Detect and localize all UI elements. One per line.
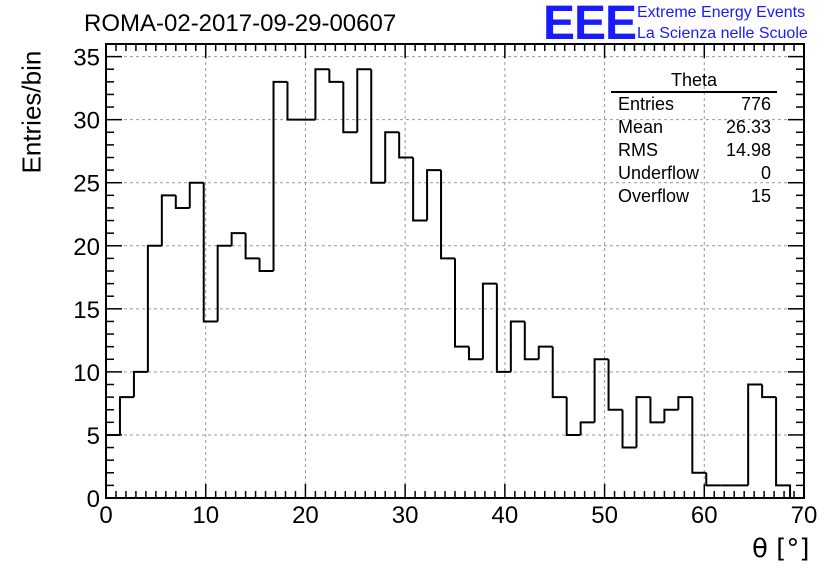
histogram-bin [118, 396, 134, 435]
x-tick-label: 30 [392, 502, 419, 529]
stats-label: Underflow [618, 163, 700, 183]
histogram-bin [635, 396, 651, 448]
stats-value: 776 [740, 94, 771, 114]
x-tick-label: 40 [492, 502, 519, 529]
histogram-bin [426, 169, 442, 221]
histogram-bin [314, 68, 330, 120]
stats-label: Entries [618, 94, 675, 114]
y-tick-label: 15 [73, 297, 100, 324]
axis-ticks [105, 43, 805, 499]
stats-row-rms: RMS 14.98 [611, 139, 777, 162]
histogram-bin [216, 244, 232, 322]
y-axis-label: Entries/bin [16, 50, 47, 174]
histogram-bin [328, 69, 344, 83]
histogram-bin [258, 258, 274, 272]
stats-row-entries: Entries 776 [611, 93, 777, 116]
histogram-bin [454, 258, 469, 348]
histogram-bin [174, 195, 190, 209]
y-tick-label: 0 [87, 486, 100, 513]
histogram-bin [537, 345, 553, 360]
stats-row-overflow: Overflow 15 [611, 185, 777, 208]
stats-title: Theta [611, 70, 777, 93]
stats-value: 0 [760, 163, 771, 183]
y-tick-label: 35 [73, 45, 100, 72]
histogram-bin [188, 181, 204, 208]
stats-label: Mean [618, 117, 664, 137]
histogram-bin [481, 282, 497, 360]
histogram-series [105, 68, 792, 498]
x-tick-label: 50 [591, 502, 618, 529]
histogram-bin [132, 370, 148, 398]
histogram-bin [677, 396, 693, 410]
histogram-bin [384, 131, 400, 183]
x-tick-label: 70 [791, 502, 818, 529]
histogram-bin [621, 409, 637, 449]
x-tick-label: 10 [192, 502, 219, 529]
stats-row-underflow: Underflow 0 [611, 162, 777, 185]
histogram-bin [705, 472, 721, 487]
histogram-bin [593, 358, 609, 423]
stats-label: RMS [618, 140, 658, 160]
logo-tagline-2: La Scienza nelle Scuole [637, 25, 808, 42]
logo-tagline-1: Extreme Energy Events [637, 4, 806, 21]
histogram-bin [649, 397, 665, 424]
histogram-bin [691, 397, 707, 474]
histogram-bin [467, 346, 483, 361]
y-tick-label: 5 [87, 423, 100, 450]
histogram-bin [146, 244, 162, 372]
histogram-bin [244, 233, 260, 260]
histogram-bin [607, 359, 623, 411]
histogram-bin [775, 397, 792, 498]
stats-box: Theta Entries 776 Mean 26.33 RMS 14.98 U… [611, 70, 777, 208]
tick-labels: 0 10 20 30 40 50 60 70 0 5 10 15 20 25 30 35 [73, 45, 817, 529]
x-axis-label: θ [°] [752, 534, 810, 564]
histogram-bin [398, 132, 414, 159]
histogram-bin [663, 408, 679, 423]
histogram-bin [761, 384, 777, 399]
histogram-bin [440, 170, 455, 260]
histogram-bin [579, 421, 595, 435]
stats-row-mean: Mean 26.33 [611, 116, 777, 139]
stats-value: 15 [750, 186, 771, 206]
histogram-bin [551, 346, 567, 399]
histogram-bin [272, 80, 288, 271]
run-title: ROMA-02-2017-09-29-00607 [84, 10, 397, 37]
histogram-bin [412, 157, 428, 222]
y-tick-label: 25 [73, 171, 100, 198]
stats-value: 14.98 [725, 140, 771, 160]
histogram-bin [160, 194, 176, 246]
histogram-bin [565, 397, 581, 436]
stats-value: 26.33 [725, 117, 771, 137]
y-tick-label: 20 [73, 234, 100, 261]
histogram-bin [356, 68, 372, 133]
x-tick-label: 0 [99, 502, 112, 529]
eee-logo: EEE [543, 0, 637, 50]
histogram-bin [342, 81, 358, 134]
histogram-bin [509, 320, 525, 372]
histogram-bin [202, 182, 218, 323]
y-tick-label: 10 [73, 360, 100, 387]
y-tick-label: 30 [73, 108, 100, 135]
histogram-bin [747, 383, 763, 486]
histogram-bin [105, 433, 120, 498]
x-tick-label: 20 [292, 502, 319, 529]
histogram-bin [523, 321, 539, 361]
histogram-bin [286, 81, 302, 121]
histogram-bin [230, 232, 246, 246]
x-tick-label: 60 [691, 502, 718, 529]
stats-label: Overflow [618, 186, 690, 206]
histogram-bin [495, 283, 511, 373]
histogram-bin [370, 69, 386, 184]
